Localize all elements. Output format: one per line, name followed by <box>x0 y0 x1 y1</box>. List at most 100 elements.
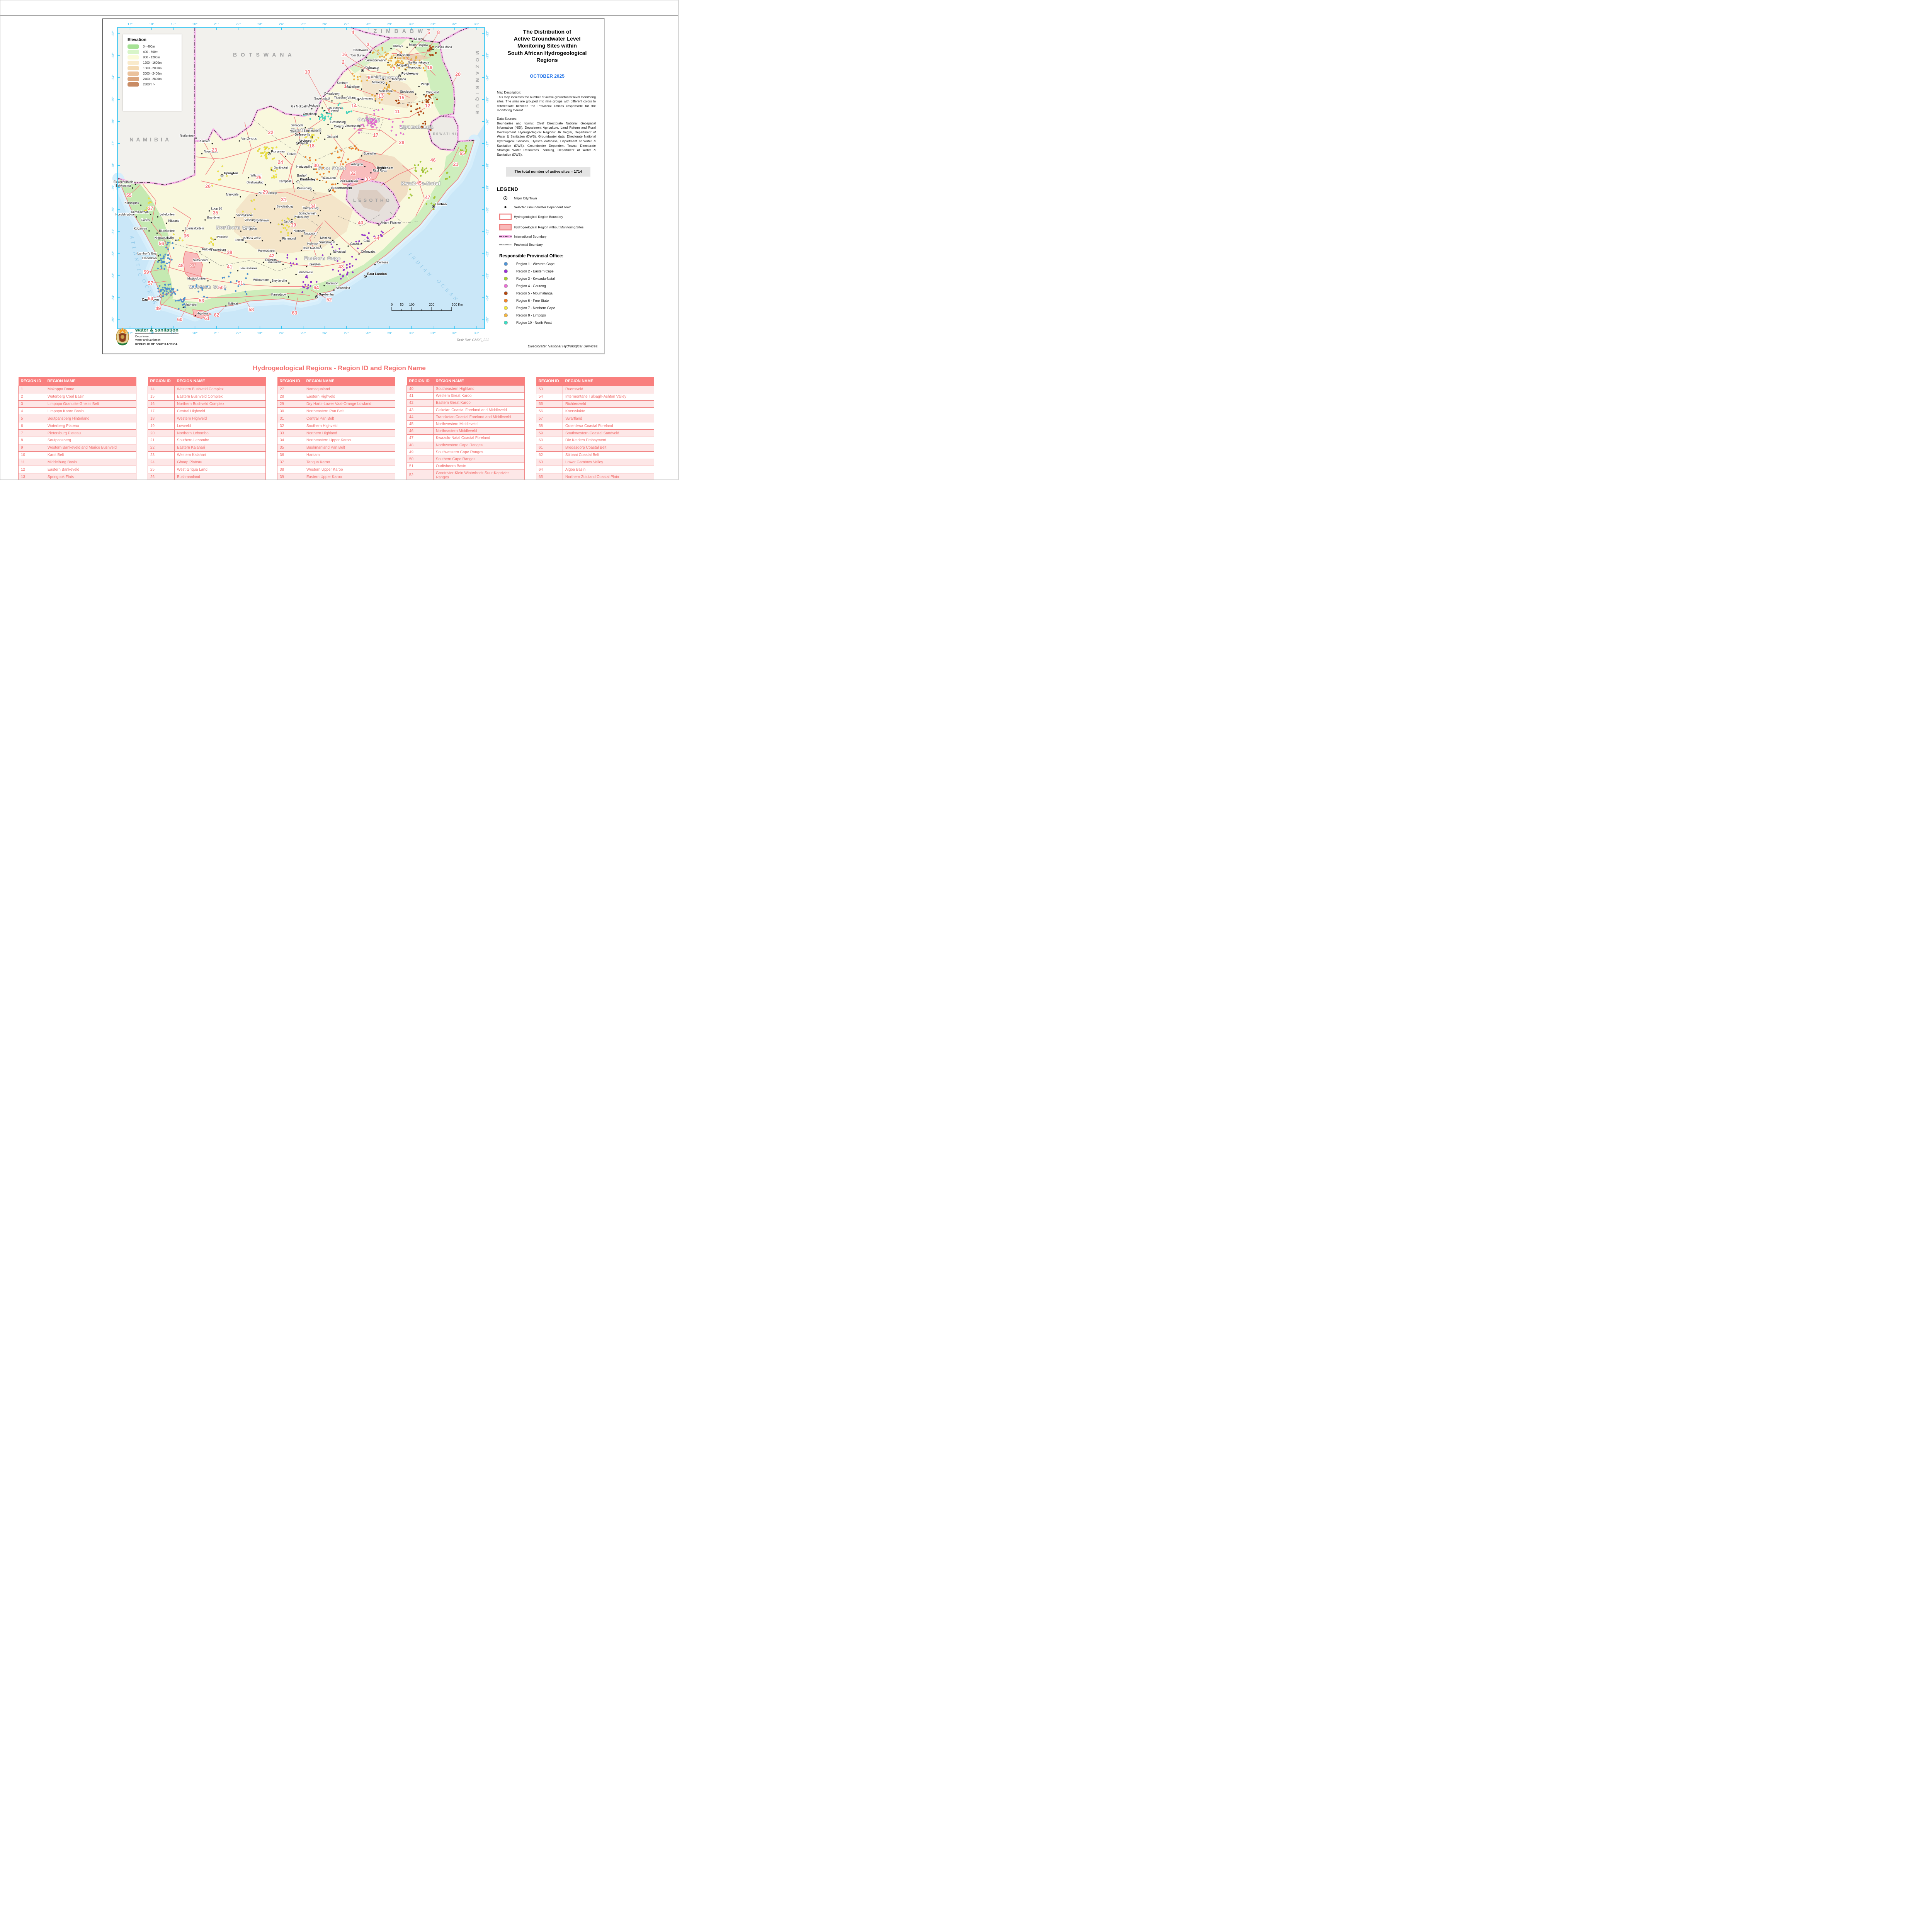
elevation-class: 800 - 1200m <box>128 55 178 60</box>
town-label: Daniëlskuil <box>274 166 288 169</box>
monitoring-site-dot <box>169 283 171 286</box>
monitoring-site-dot <box>170 294 172 296</box>
latitude-label: -33° <box>485 272 489 279</box>
town-label: Kliprand <box>168 219 180 223</box>
monitoring-site-dot <box>395 100 398 102</box>
longitude-label: 31° <box>430 331 435 335</box>
town-label: Vosburg <box>245 218 256 222</box>
table-row: 51 Oudtshoorn Basin <box>406 463 525 470</box>
monitoring-site-dot <box>398 99 400 101</box>
town-label: Ottoshoop <box>303 112 317 116</box>
legend-heading: LEGEND <box>497 187 519 192</box>
monitoring-site-dot <box>242 211 244 213</box>
monitoring-site-dot <box>390 60 392 62</box>
region-id-cell: 62 <box>536 451 563 459</box>
coat-of-arms-icon <box>116 328 129 345</box>
monitoring-site-dot <box>313 140 315 143</box>
town-label: Murraysburg <box>258 249 275 253</box>
monitoring-site-dot <box>292 262 294 264</box>
elevation-class: 2400 - 2800m <box>128 77 178 81</box>
region-name-cell: Tanqua Karoo <box>304 458 395 466</box>
monitoring-site-dot <box>182 304 184 306</box>
latitude-label: -24° <box>111 75 115 81</box>
town-label: Alexandria <box>336 286 350 289</box>
monitoring-site-dot <box>428 99 430 101</box>
monitoring-site-dot <box>331 246 333 248</box>
table-row: 4 Limpopo Karoo Basin <box>18 407 136 415</box>
region-id-cell: 54 <box>536 393 563 401</box>
town-label: Eksteenfontein <box>114 180 134 184</box>
monitoring-site-dot <box>183 299 185 301</box>
monitoring-site-dot <box>240 283 243 285</box>
longitude-label: 18° <box>149 331 154 335</box>
table-row: 39 Eastern Upper Karoo <box>277 473 395 480</box>
town-label: Hondeklipbaai <box>116 213 135 216</box>
town-label: Loxton <box>235 238 244 242</box>
monitoring-site-dot <box>184 306 186 308</box>
monitoring-site-dot <box>302 281 304 283</box>
longitude-label: 27° <box>344 331 349 335</box>
monitoring-site-dot <box>317 136 320 139</box>
region-number-label: 12 <box>425 103 430 109</box>
monitoring-site-dot <box>148 202 150 204</box>
region-name-cell: Transkeian Coastal Foreland and Middleve… <box>433 413 525 421</box>
monitoring-site-dot <box>321 254 324 256</box>
longitude-label: 28° <box>366 331 371 335</box>
region-name-cell: Karst Belt <box>45 451 136 459</box>
monitoring-site-dot <box>357 76 359 78</box>
monitoring-site-dot <box>253 199 255 201</box>
monitoring-site-dot <box>182 239 184 242</box>
monitoring-site-dot <box>164 264 167 267</box>
town-label: Modimolle <box>379 89 393 93</box>
region-number-label: 31 <box>281 197 286 202</box>
region-name-cell: Western Bushveld Complex <box>174 385 266 393</box>
monitoring-site-dot <box>334 183 337 185</box>
monitoring-site-dot <box>318 118 321 120</box>
country-label: BOTSWANA <box>233 52 296 58</box>
monitoring-site-dot <box>360 124 362 126</box>
region-id-cell: 46 <box>406 427 434 435</box>
town-label: Lambert's Bay <box>137 252 156 255</box>
office-color-dot <box>504 306 508 310</box>
town-label: Cacadu <box>350 242 361 245</box>
monitoring-site-dot <box>206 286 208 287</box>
monitoring-site-dot <box>160 267 163 269</box>
monitoring-site-dot <box>245 277 247 279</box>
table-row: 18 Western Highveld <box>148 415 266 423</box>
region-id-cell: 28 <box>277 393 304 401</box>
table-row: 22 Eastern Kalahari <box>148 444 266 452</box>
monitoring-site-dot <box>464 152 466 154</box>
town-label: Polokwane <box>401 71 418 75</box>
town-label: Tshipise <box>417 43 428 47</box>
table-row: 59 Southwestern Coastal Sandveld <box>536 429 654 437</box>
town-label: Kareedouw <box>271 293 287 296</box>
region-name-cell: Algoa Basin <box>563 466 654 474</box>
monitoring-site-dot <box>353 78 355 80</box>
town-label: Rietfontein <box>180 134 194 138</box>
monitoring-site-dot <box>228 276 230 277</box>
monitoring-site-dot <box>230 281 232 283</box>
town-label: Kotzesrus <box>134 227 147 230</box>
monitoring-site-dot <box>351 256 353 258</box>
monitoring-site-dot <box>257 150 259 152</box>
monitoring-site-dot <box>172 247 175 249</box>
prov-boundary-icon <box>497 242 514 247</box>
monitoring-site-dot <box>335 146 338 148</box>
table-row: 63 Lower Gamtoos Valley <box>536 458 654 466</box>
monitoring-site-dot <box>425 99 427 101</box>
region-name-cell: Bredasdorp Coastal Belt <box>563 444 654 452</box>
monitoring-site-dot <box>303 114 305 117</box>
region-number-label: 11 <box>395 109 400 114</box>
monitoring-site-dot <box>378 97 380 100</box>
country-label: ZIMBABWE <box>374 28 434 34</box>
monitoring-site-dot <box>322 167 324 169</box>
town-label: Mopane <box>409 43 420 47</box>
monitoring-site-dot <box>315 281 318 283</box>
office-color-dot <box>504 284 508 288</box>
region-name-cell: Northern Bushveld Complex <box>174 400 266 408</box>
monitoring-site-dot <box>301 291 303 293</box>
monitoring-site-dot <box>398 67 400 69</box>
monitoring-site-dot <box>265 147 267 149</box>
elevation-swatch <box>128 66 139 70</box>
data-sources-heading: Data Sources: <box>497 116 517 121</box>
